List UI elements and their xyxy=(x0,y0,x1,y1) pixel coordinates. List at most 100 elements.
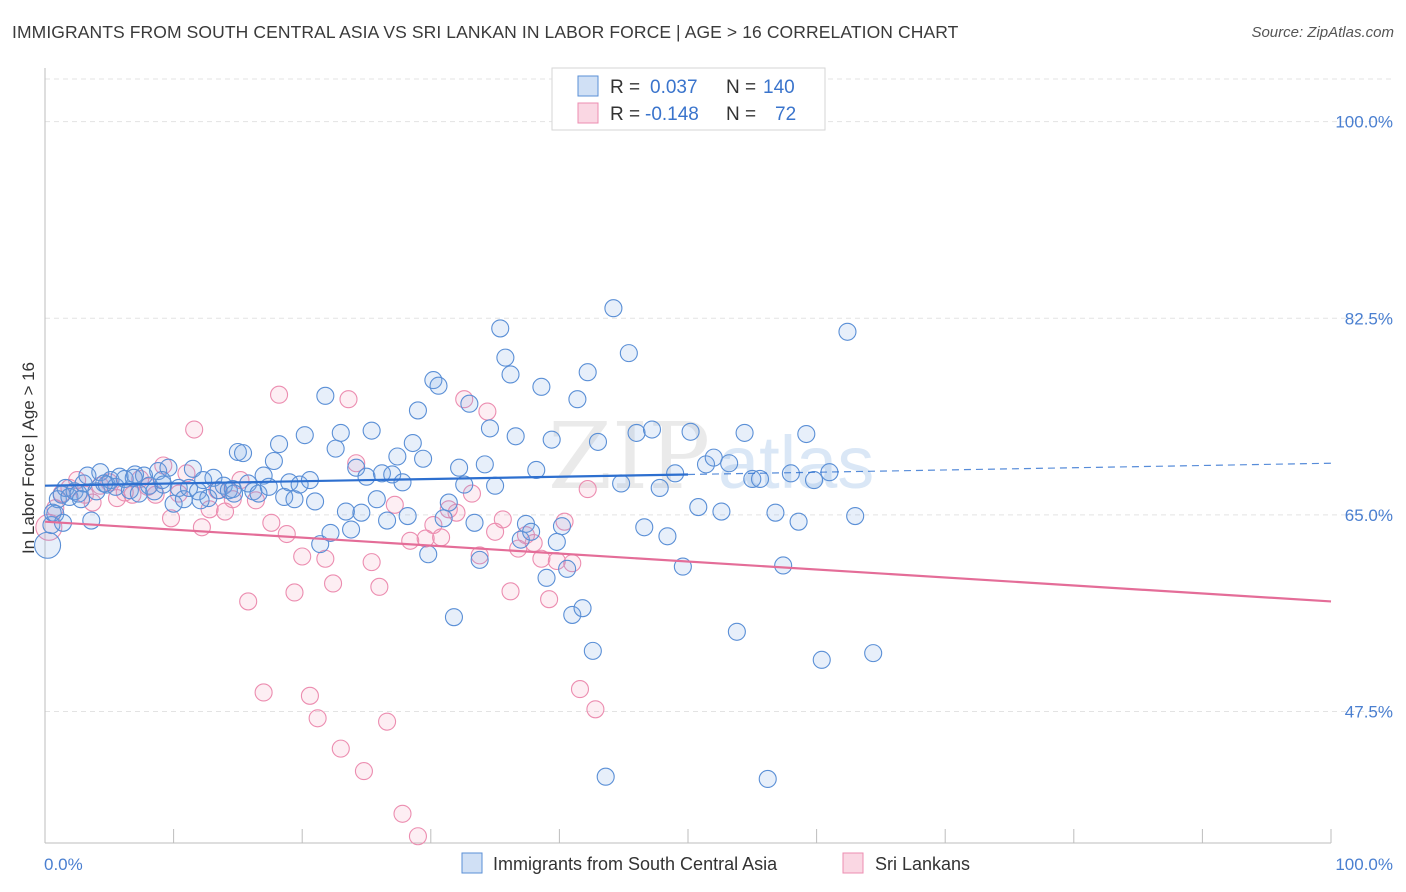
south-central-asia-point xyxy=(527,460,546,480)
legend-n-value-1: 140 xyxy=(763,77,795,98)
sri-lankans-point xyxy=(185,420,204,439)
sri-lankans-point xyxy=(277,524,296,544)
south-central-asia-point xyxy=(758,769,777,789)
sri-lankans-point xyxy=(416,529,435,548)
blue-trend-line xyxy=(44,473,689,487)
south-central-asia-point xyxy=(812,650,831,669)
south-central-asia-point xyxy=(627,423,646,442)
south-central-asia-point xyxy=(331,423,350,442)
sri-lankans-point xyxy=(192,518,211,537)
south-central-asia-point xyxy=(460,394,479,413)
south-central-asia-point xyxy=(321,523,340,542)
sri-lankans-point xyxy=(570,680,590,699)
watermark-zip: ZIP xyxy=(548,403,710,510)
south-central-asia-point xyxy=(388,447,407,466)
y-axis-title: In Labor Force | Age > 16 xyxy=(19,362,38,554)
south-central-asia-point xyxy=(450,458,469,477)
south-central-asia-point xyxy=(352,503,371,522)
trend-lines xyxy=(44,462,1332,603)
south-central-asia-point xyxy=(362,421,381,440)
sri-lankans-point xyxy=(393,804,412,823)
south-central-asia-point xyxy=(496,348,515,367)
south-central-asia-point xyxy=(720,454,739,473)
south-central-asia-point xyxy=(254,466,273,485)
south-central-asia-point xyxy=(124,468,143,487)
sri-lankans-point xyxy=(354,762,373,781)
south-central-asia-point xyxy=(506,427,525,446)
south-central-asia-point xyxy=(295,426,314,445)
south-central-asia-point xyxy=(658,527,677,546)
south-central-asia-point xyxy=(264,451,283,471)
south-central-asia-point xyxy=(455,475,474,494)
south-central-asia-point xyxy=(419,545,438,564)
axes xyxy=(44,68,1332,844)
legend-swatch-blue xyxy=(577,75,599,97)
south-central-asia-point xyxy=(393,473,412,492)
south-central-asia-point xyxy=(342,520,361,539)
south-central-asia-point xyxy=(704,448,723,467)
south-central-asia-point xyxy=(316,386,335,405)
south-central-asia-point xyxy=(357,467,376,486)
grid-lines xyxy=(45,78,1395,713)
south-central-asia-point xyxy=(864,644,883,663)
south-central-asia-point xyxy=(774,556,793,575)
south-central-asia-point xyxy=(696,455,716,474)
south-central-asia-point xyxy=(34,531,62,559)
south-central-asia-point xyxy=(183,459,202,478)
sri-lankans-point xyxy=(478,402,497,421)
source-credit: Source: ZipAtlas.com xyxy=(1251,24,1394,41)
south-central-asia-point xyxy=(224,484,244,503)
south-central-asia-point xyxy=(635,518,654,537)
sri-lankans-point xyxy=(347,454,366,473)
south-central-asia-point xyxy=(735,423,754,442)
bottom-legend: Immigrants from South Central Asia Sri L… xyxy=(461,852,970,874)
south-central-asia-point xyxy=(596,767,615,786)
y-tick-label: 65.0% xyxy=(1345,506,1393,525)
legend: R = 0.037 N = 140 R = -0.148 N = 72 xyxy=(551,67,826,131)
legend-r-value-1: 0.037 xyxy=(650,77,698,98)
sri-lankans-point xyxy=(262,513,281,532)
sri-lankans-point xyxy=(270,385,289,404)
south-central-asia-point xyxy=(563,605,582,624)
south-central-asia-point xyxy=(408,401,427,420)
sri-lankans-point xyxy=(239,592,258,611)
sri-lankans-point xyxy=(254,683,273,702)
south-central-asia-point xyxy=(233,444,253,463)
south-central-asia-point xyxy=(578,363,597,382)
legend-r-label-2: R = xyxy=(610,104,640,125)
south-central-asia-point xyxy=(537,568,556,587)
south-central-asia-points xyxy=(34,299,883,789)
bottom-legend-label-blue: Immigrants from South Central Asia xyxy=(493,854,778,874)
south-central-asia-point xyxy=(191,491,210,510)
legend-r-label-1: R = xyxy=(610,77,640,98)
sri-lankans-point xyxy=(169,484,188,503)
sri-lankans-point xyxy=(385,495,404,514)
watermark: ZIP atlas xyxy=(548,403,874,510)
south-central-asia-point xyxy=(681,422,700,441)
south-central-asia-point xyxy=(87,482,106,501)
sri-lankans-point xyxy=(308,709,327,728)
sri-lankans-point xyxy=(378,712,397,731)
south-central-asia-point xyxy=(666,464,685,483)
south-central-asia-point xyxy=(439,493,458,512)
tick-labels: 47.5% 65.0% 82.5% 100.0% 0.0% 100.0% xyxy=(44,113,1393,874)
sri-lankans-point xyxy=(401,531,420,550)
south-central-asia-point xyxy=(727,622,746,641)
south-central-asia-point xyxy=(552,517,572,536)
south-central-asia-point xyxy=(398,506,417,526)
south-central-asia-point xyxy=(149,462,168,481)
south-central-asia-point xyxy=(501,365,520,384)
sri-lankans-point xyxy=(493,510,512,529)
legend-n-label-2: N = xyxy=(726,104,756,125)
south-central-asia-point xyxy=(491,319,510,338)
south-central-asia-point xyxy=(367,490,386,509)
south-central-asia-point xyxy=(766,503,785,522)
south-central-asia-point xyxy=(480,419,500,438)
south-central-asia-point xyxy=(547,532,566,551)
south-central-asia-point xyxy=(612,474,631,493)
south-central-asia-point xyxy=(750,469,770,489)
south-central-asia-point xyxy=(71,490,91,509)
south-central-asia-point xyxy=(797,424,816,444)
south-central-asia-point xyxy=(542,430,561,449)
